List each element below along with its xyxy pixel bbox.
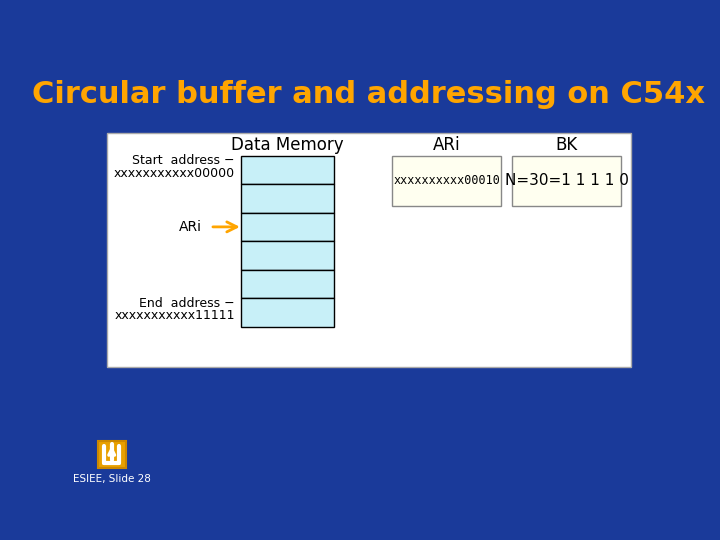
Text: xxxxxxxxxxx00000: xxxxxxxxxxx00000 — [114, 167, 235, 180]
Text: N=30=1 1 1 1 0: N=30=1 1 1 1 0 — [505, 173, 629, 188]
FancyBboxPatch shape — [392, 156, 500, 206]
Text: Data Memory: Data Memory — [231, 136, 344, 154]
FancyBboxPatch shape — [241, 213, 334, 241]
Text: Start  address −: Start address − — [132, 154, 235, 167]
FancyBboxPatch shape — [107, 132, 631, 367]
FancyBboxPatch shape — [241, 269, 334, 298]
FancyBboxPatch shape — [241, 241, 334, 269]
Text: xxxxxxxxxxx11111: xxxxxxxxxxx11111 — [114, 309, 235, 322]
Text: xxxxxxxxxx00010: xxxxxxxxxx00010 — [393, 174, 500, 187]
Text: ESIEE, Slide 28: ESIEE, Slide 28 — [73, 475, 150, 484]
FancyBboxPatch shape — [241, 184, 334, 213]
Text: Circular buffer and addressing on C54x: Circular buffer and addressing on C54x — [32, 79, 706, 109]
FancyBboxPatch shape — [101, 444, 122, 465]
FancyBboxPatch shape — [241, 156, 334, 184]
Text: End  address −: End address − — [139, 297, 235, 310]
Text: BK: BK — [556, 136, 577, 154]
Text: ARi: ARi — [433, 136, 460, 154]
FancyBboxPatch shape — [98, 441, 126, 468]
Text: ARi: ARi — [179, 220, 202, 234]
FancyBboxPatch shape — [241, 298, 334, 327]
FancyBboxPatch shape — [513, 156, 621, 206]
